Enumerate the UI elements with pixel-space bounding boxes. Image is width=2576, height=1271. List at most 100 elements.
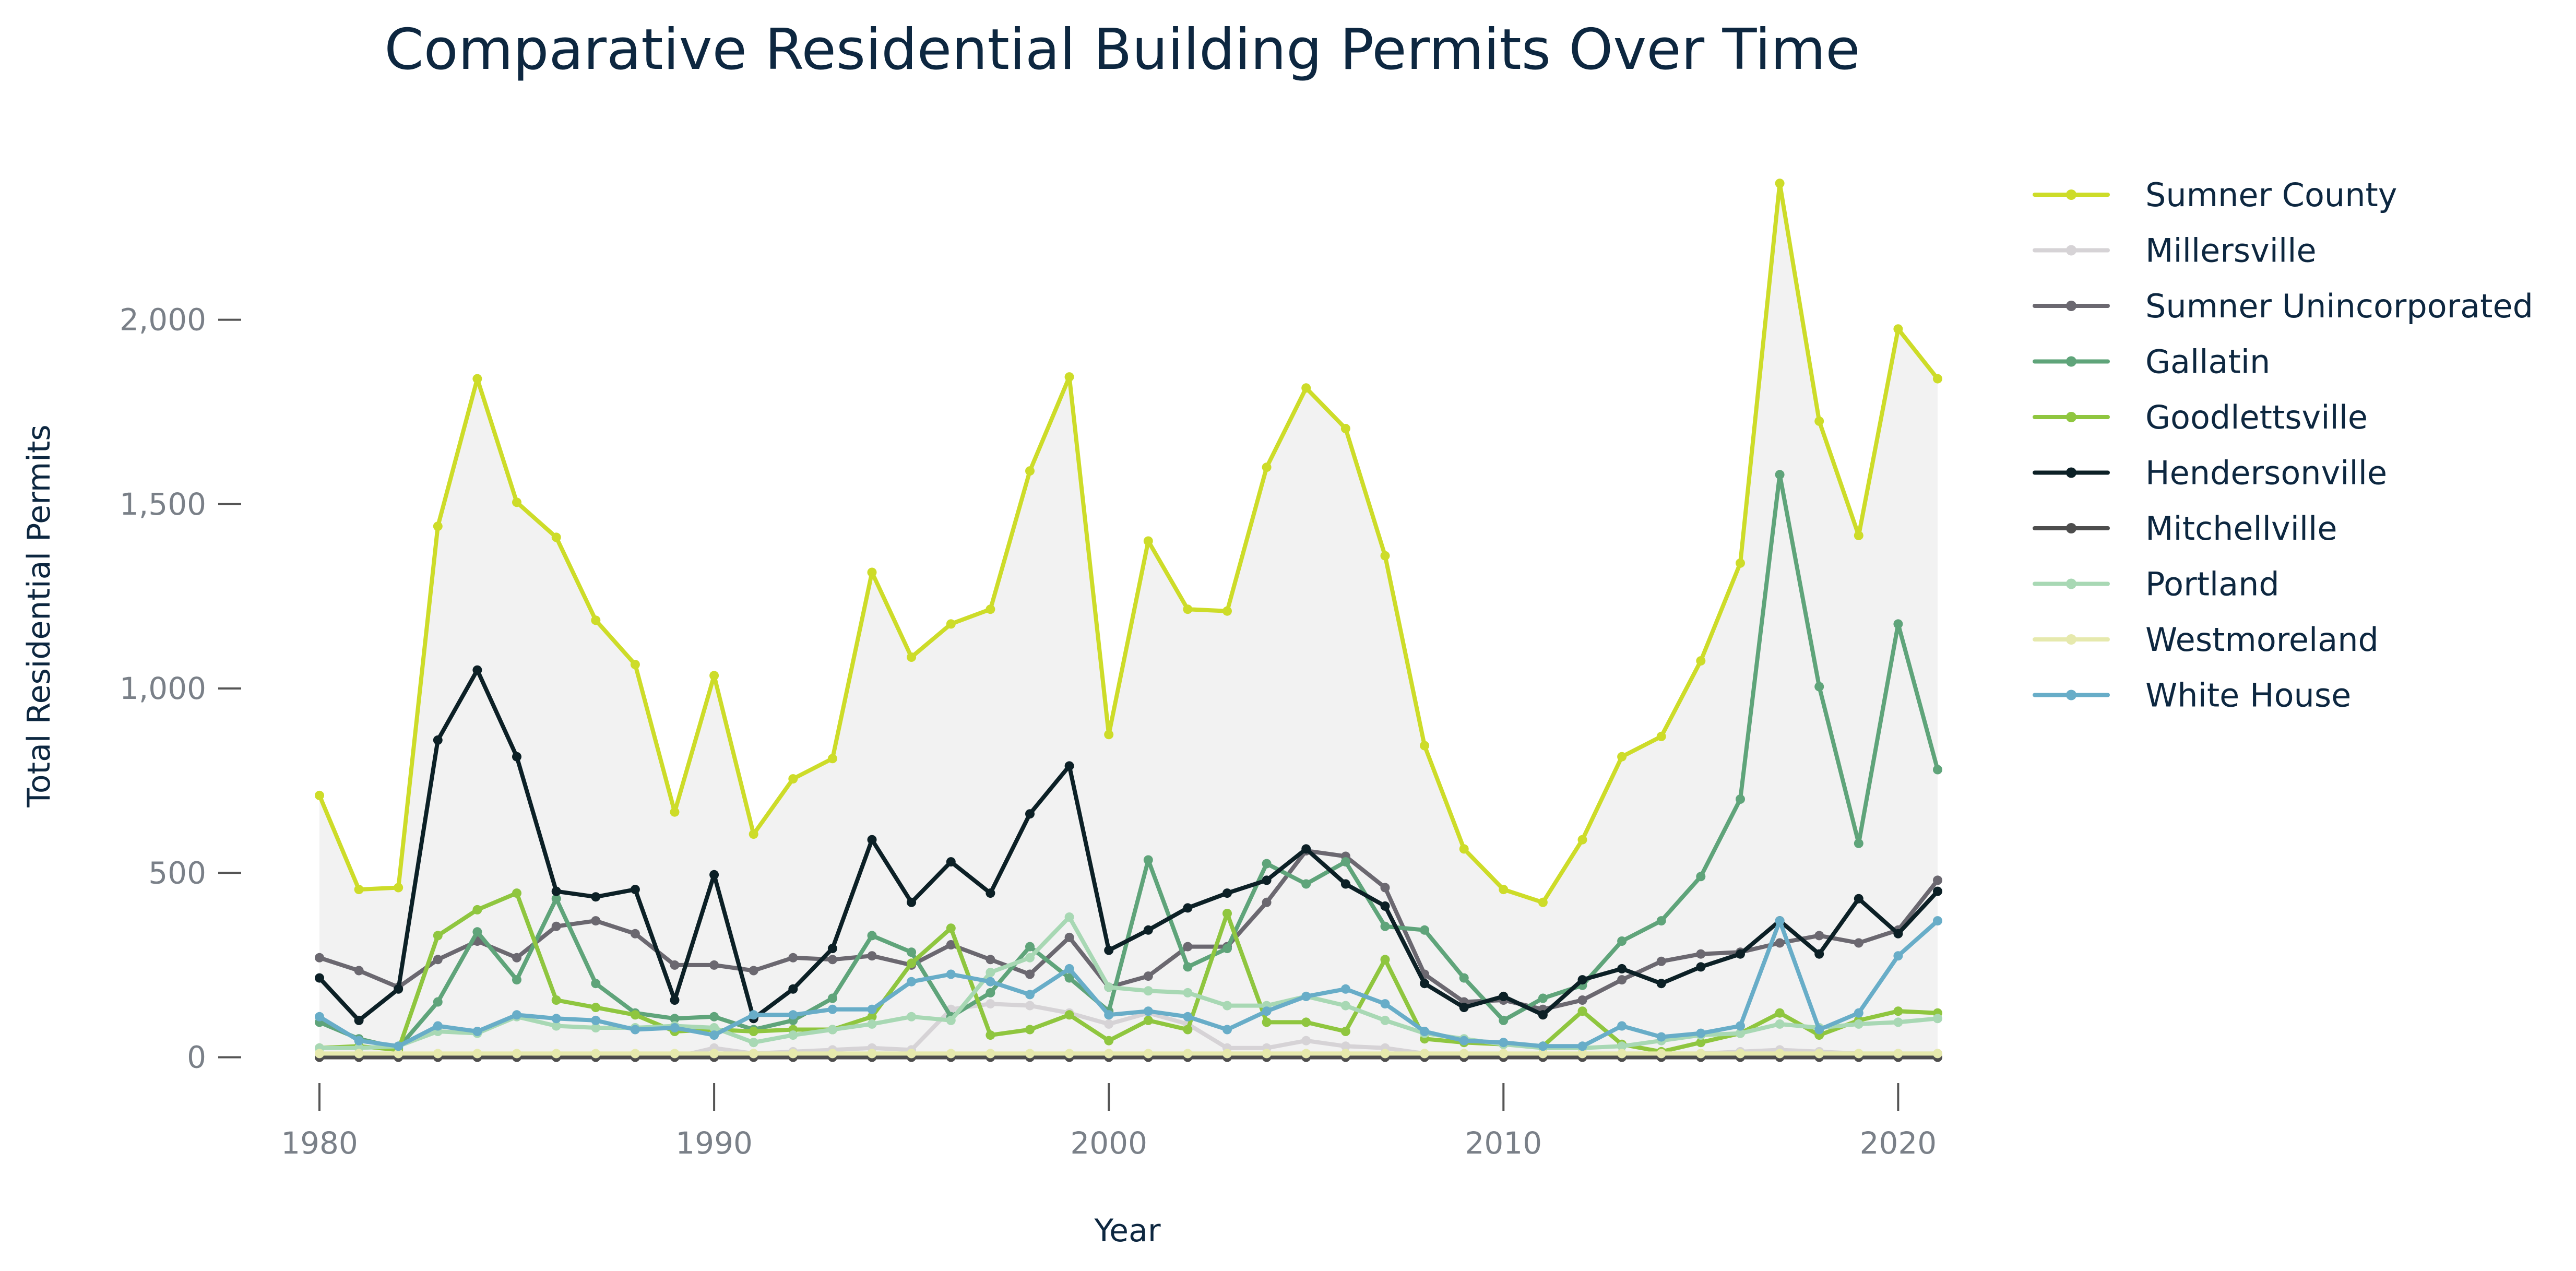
- data-point-sumner-unincorporated: [1775, 938, 1785, 948]
- data-point-gallatin: [1301, 879, 1311, 889]
- data-point-sumner-unincorporated: [1183, 942, 1193, 952]
- data-point-portland: [867, 1019, 877, 1029]
- data-point-sumner-unincorporated: [986, 955, 995, 965]
- data-point-sumner-unincorporated: [670, 960, 680, 970]
- data-point-gallatin: [867, 931, 877, 941]
- data-point-sumner-unincorporated: [867, 951, 877, 961]
- data-point-goodlettsville: [472, 905, 482, 914]
- data-point-westmoreland: [1736, 1049, 1745, 1059]
- series-line-hendersonville: [317, 668, 1940, 1023]
- data-point-white-house: [1775, 916, 1785, 926]
- data-point-westmoreland: [433, 1049, 443, 1059]
- data-point-sumner-unincorporated: [827, 955, 837, 965]
- y-tick-label: 500: [148, 855, 206, 890]
- data-point-goodlettsville: [986, 1030, 995, 1040]
- data-point-portland: [827, 1025, 837, 1035]
- data-point-white-house: [472, 1027, 482, 1036]
- legend-marker: [2066, 245, 2076, 256]
- series-white-house: [315, 916, 1942, 1051]
- data-point-sumner-county: [1183, 604, 1193, 614]
- data-point-sumner-county: [1025, 466, 1035, 476]
- data-point-westmoreland: [986, 1049, 995, 1059]
- data-point-portland: [1893, 1017, 1903, 1027]
- data-point-goodlettsville: [867, 1012, 877, 1021]
- data-point-white-house: [1143, 1006, 1153, 1016]
- data-point-goodlettsville: [1577, 1006, 1587, 1016]
- data-point-sumner-county: [1222, 606, 1232, 616]
- data-point-white-house: [709, 1030, 719, 1040]
- data-point-gallatin: [1262, 859, 1272, 869]
- data-point-westmoreland: [1656, 1049, 1666, 1059]
- data-point-gallatin: [1340, 857, 1350, 867]
- data-point-hendersonville: [1340, 879, 1350, 889]
- data-point-sumner-county: [1893, 324, 1903, 334]
- data-point-westmoreland: [1025, 1049, 1035, 1059]
- data-point-goodlettsville: [1104, 1036, 1114, 1046]
- data-point-sumner-unincorporated: [1696, 949, 1706, 959]
- data-point-white-house: [788, 1010, 798, 1020]
- legend-item-white-house: White House: [2033, 676, 2351, 715]
- data-point-white-house: [1933, 916, 1942, 926]
- data-point-sumner-county: [1656, 731, 1666, 741]
- data-point-westmoreland: [1183, 1049, 1193, 1059]
- data-point-hendersonville: [867, 835, 877, 845]
- data-point-westmoreland: [907, 1049, 917, 1059]
- data-point-portland: [1380, 1015, 1390, 1025]
- data-point-hendersonville: [512, 752, 521, 762]
- data-point-westmoreland: [472, 1049, 482, 1059]
- data-point-hendersonville: [630, 885, 640, 895]
- data-point-sumner-unincorporated: [1617, 975, 1627, 985]
- data-point-sumner-unincorporated: [551, 921, 561, 931]
- data-point-hendersonville: [1893, 929, 1903, 939]
- data-point-westmoreland: [512, 1049, 521, 1059]
- data-point-westmoreland: [1459, 1049, 1469, 1059]
- data-point-portland: [986, 968, 995, 977]
- x-tick-label: 2000: [1070, 1125, 1147, 1161]
- data-point-millersville: [1025, 1001, 1035, 1011]
- data-point-white-house: [1064, 964, 1074, 973]
- legend-label: Millersville: [2145, 232, 2317, 270]
- data-point-sumner-unincorporated: [1814, 931, 1824, 941]
- legend-item-hendersonville: Hendersonville: [2033, 454, 2387, 492]
- legend-label: Sumner Unincorporated: [2145, 287, 2533, 325]
- data-point-sumner-county: [394, 883, 403, 893]
- data-point-hendersonville: [788, 984, 798, 994]
- data-point-sumner-county: [907, 652, 917, 662]
- data-point-white-house: [1814, 1025, 1824, 1035]
- data-point-hendersonville: [1736, 949, 1745, 959]
- data-point-westmoreland: [1262, 1049, 1272, 1059]
- series-line-sumner-unincorporated: [317, 848, 1940, 1012]
- data-point-sumner-county: [1696, 656, 1706, 666]
- data-point-gallatin: [1656, 916, 1666, 926]
- data-point-westmoreland: [394, 1049, 403, 1059]
- data-point-goodlettsville: [1222, 909, 1232, 918]
- legend-item-millersville: Millersville: [2033, 232, 2317, 270]
- legend-marker: [2066, 523, 2076, 533]
- data-point-sumner-county: [315, 790, 324, 800]
- data-point-hendersonville: [1617, 964, 1627, 973]
- data-point-gallatin: [1696, 872, 1706, 882]
- data-point-westmoreland: [670, 1049, 680, 1059]
- data-point-goodlettsville: [749, 1027, 758, 1036]
- data-point-hendersonville: [1854, 894, 1863, 904]
- legend-marker: [2066, 634, 2076, 645]
- legend-item-sumner-county: Sumner County: [2033, 176, 2397, 214]
- data-point-hendersonville: [1656, 979, 1666, 989]
- data-point-gallatin: [1893, 619, 1903, 629]
- data-point-white-house: [749, 1010, 758, 1020]
- chart-title: Comparative Residential Building Permits…: [384, 17, 1860, 82]
- data-point-gallatin: [1854, 838, 1863, 848]
- data-point-sumner-unincorporated: [1577, 995, 1587, 1005]
- legend-marker: [2066, 301, 2076, 311]
- data-point-hendersonville: [315, 973, 324, 983]
- legend-marker: [2066, 690, 2076, 700]
- plot-area: [315, 179, 1942, 1062]
- data-point-white-house: [907, 977, 917, 987]
- data-point-sumner-county: [986, 604, 995, 614]
- legend-label: Goodlettsville: [2145, 398, 2368, 436]
- data-point-sumner-unincorporated: [1933, 875, 1942, 885]
- legend-item-gallatin: Gallatin: [2033, 343, 2270, 381]
- data-point-gallatin: [512, 975, 521, 985]
- data-point-portland: [1064, 912, 1074, 922]
- data-point-hendersonville: [433, 735, 443, 745]
